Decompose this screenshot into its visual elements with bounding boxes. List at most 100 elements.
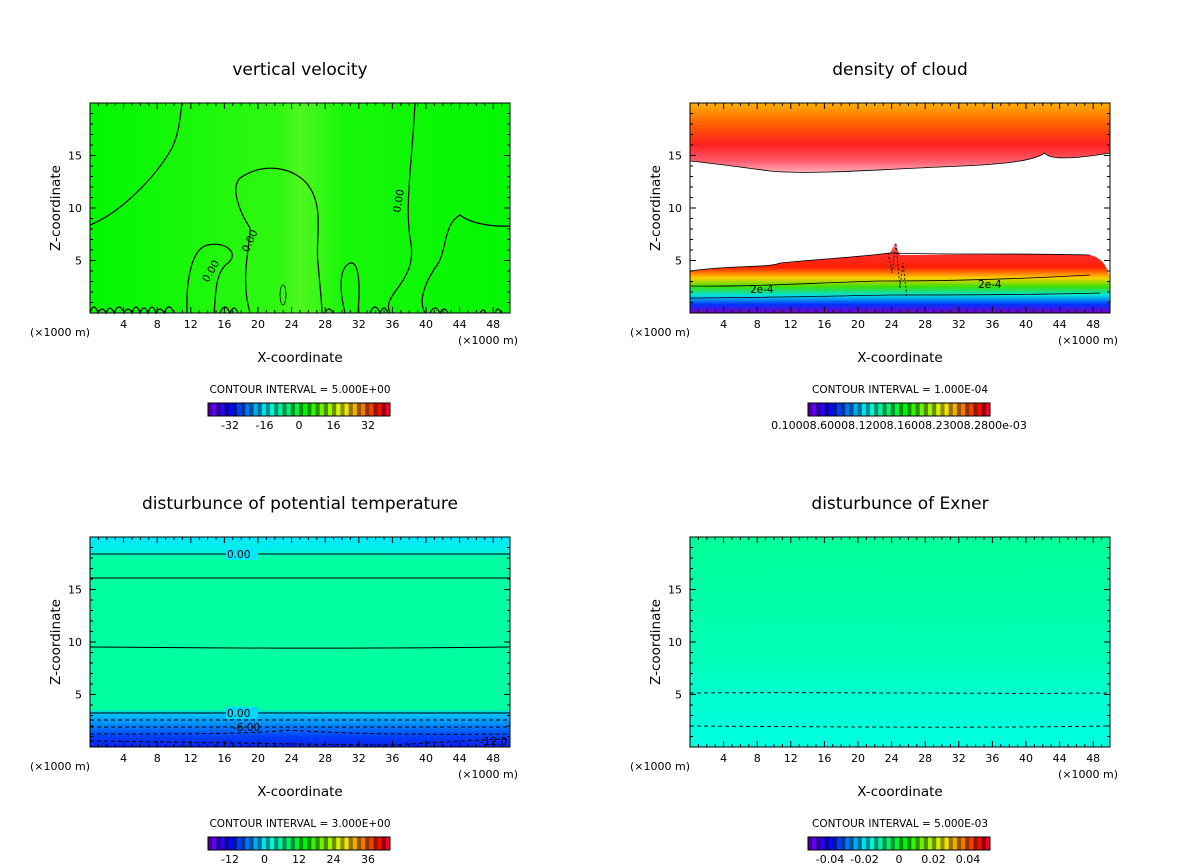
colorbar-swatch	[812, 837, 817, 850]
upper-cloud-edge	[689, 152, 1111, 173]
x-axis-label: X-coordinate	[857, 784, 942, 800]
x-tick-label: 44	[453, 752, 467, 765]
colorbar-swatch	[899, 403, 904, 416]
x-tick-label: 12	[784, 752, 798, 765]
colorbar-label: 32	[361, 419, 375, 432]
colorbar-swatch	[212, 403, 217, 416]
colorbar-swatch	[857, 403, 863, 416]
colorbar-swatch	[249, 837, 254, 850]
colorbar-label: -0.02	[850, 853, 878, 866]
label-bg	[226, 707, 258, 719]
colorbar-swatch	[981, 403, 987, 416]
colorbar-swatch	[824, 403, 829, 416]
colorbar-swatch	[886, 837, 892, 850]
colorbar-label: 0	[896, 853, 903, 866]
colorbar-swatch	[340, 837, 345, 850]
x-tick-label: 28	[918, 752, 932, 765]
colorbar-swatch	[257, 837, 263, 850]
colorbar-swatch	[274, 403, 279, 416]
colorbar-swatch	[228, 403, 234, 416]
x-tick-label: 4	[120, 752, 127, 765]
x-tick-label: 16	[817, 318, 831, 331]
colorbar-swatch	[340, 403, 345, 416]
x-tick-label: 36	[985, 752, 999, 765]
colorbar-swatch	[903, 837, 908, 850]
colorbar-swatch	[286, 403, 292, 416]
x-tick-label: 44	[453, 318, 467, 331]
colorbar-swatch	[878, 403, 883, 416]
colorbar-swatch	[356, 403, 362, 416]
colorbar-swatch	[870, 403, 875, 416]
colorbar-swatch	[294, 403, 300, 416]
colorbar: -12 0 12 24 36	[207, 836, 391, 866]
colorbar-swatch	[270, 837, 275, 850]
colorbar-swatch	[886, 403, 892, 416]
colorbar-swatch	[965, 837, 970, 850]
colorbar-swatch	[315, 837, 320, 850]
colorbar-swatch	[919, 403, 925, 416]
colorbar-swatch	[878, 837, 883, 850]
colorbar-swatch	[890, 837, 896, 850]
colorbar-swatch	[820, 403, 825, 416]
panel-title: disturbunce of potential temperature	[142, 494, 458, 514]
x-tick-label: 44	[1053, 318, 1067, 331]
colorbar-swatch	[369, 837, 374, 850]
colorbar-swatch	[249, 403, 254, 416]
colorbar-frame	[807, 402, 991, 417]
colorbar-swatch	[286, 837, 292, 850]
colorbar-swatch	[874, 403, 879, 416]
x-tick-label: 36	[385, 318, 399, 331]
colorbar-swatch	[232, 837, 238, 850]
x-axis-label: X-coordinate	[857, 350, 942, 366]
colorbar-swatch	[828, 403, 834, 416]
colorbar-swatch	[299, 837, 304, 850]
colorbar-swatch	[352, 837, 358, 850]
colorbar-swatch	[307, 837, 312, 850]
colorbar-swatch	[874, 837, 879, 850]
colorbar-swatch	[236, 837, 242, 850]
colorbar-swatch	[849, 837, 854, 850]
panel-title: disturbunce of Exner	[811, 494, 988, 514]
y-tick-label: 10	[68, 202, 82, 215]
colorbar-swatch	[841, 837, 846, 850]
colorbar-swatch	[956, 837, 962, 850]
x-tick-label: 40	[1019, 752, 1033, 765]
colorbar-label: 36	[361, 853, 375, 866]
panel-potential-temperature: 0.00 0.00 -6.00 -12.0 481216202428323640…	[30, 494, 518, 866]
colorbar-swatch	[969, 403, 974, 416]
colorbar-swatch	[352, 403, 358, 416]
colorbar-swatch	[865, 403, 871, 416]
colorbar-swatch	[212, 837, 217, 850]
colorbar-swatch	[915, 837, 920, 850]
colorbar-swatch	[861, 837, 867, 850]
colorbar-swatch	[253, 837, 258, 850]
x-tick-label: 32	[352, 752, 366, 765]
contour-label: -6.00	[233, 722, 260, 734]
colorbar-swatch	[319, 837, 325, 850]
x-tick-label: 24	[285, 318, 299, 331]
colorbar-swatch	[278, 837, 283, 850]
x-tick-label: 16	[817, 752, 831, 765]
colorbar-frame	[207, 836, 391, 851]
x-tick-label: 16	[217, 318, 231, 331]
colorbar-swatch	[253, 403, 258, 416]
colorbar-swatch	[245, 837, 250, 850]
colorbar-swatch	[965, 403, 970, 416]
colorbar-swatch	[365, 403, 370, 416]
colorbar-swatch	[377, 837, 383, 850]
colorbar-swatch	[311, 403, 316, 416]
colorbar-swatch	[315, 403, 320, 416]
colorbar-swatch	[882, 403, 887, 416]
label-bg	[226, 548, 258, 560]
colorbar-label: -12	[221, 853, 239, 866]
colorbar-swatch	[361, 837, 366, 850]
y-tick-label: 5	[675, 689, 682, 702]
x-tick-label: 8	[754, 752, 761, 765]
y-tick-label: 15	[68, 150, 82, 163]
colorbar-swatch	[948, 403, 954, 416]
colorbar-label: 0	[261, 853, 268, 866]
colorbar-swatch	[961, 403, 966, 416]
colorbar-label: 0.10008.60008.12008.16008.23008.2800e-03	[771, 419, 1027, 432]
x-tick-label: 12	[184, 318, 198, 331]
colorbar-label: 0.02	[921, 853, 946, 866]
